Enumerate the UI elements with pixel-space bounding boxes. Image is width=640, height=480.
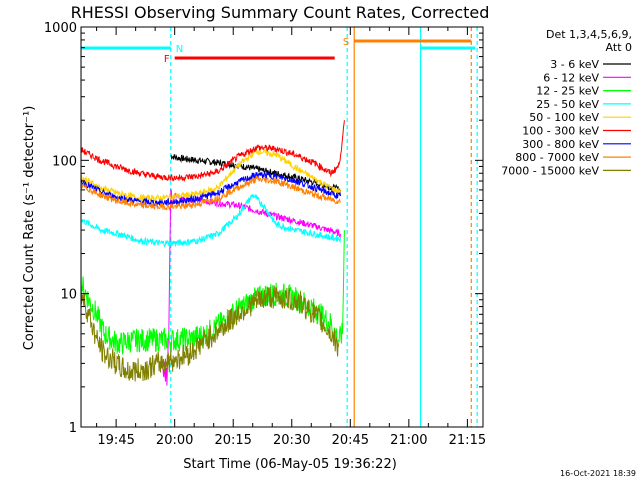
chart-title: RHESSI Observing Summary Count Rates, Co… xyxy=(71,3,490,22)
legend-header-line-2: Att 0 xyxy=(606,41,632,54)
legend-label-1: 6 - 12 keV xyxy=(543,71,599,84)
legend-header-line-1: Det 1,3,4,5,6,9, xyxy=(546,28,632,41)
x-axis-label: Start Time (06-May-05 19:36:22) xyxy=(183,457,397,472)
y-axis-label: Corrected Count Rate (s⁻¹ detector⁻¹) xyxy=(22,106,37,351)
y-tick-label: 1 xyxy=(69,421,77,436)
legend-label-0: 3 - 6 keV xyxy=(550,58,599,71)
legend-label-7: 800 - 7000 keV xyxy=(515,151,599,164)
series-line-6 xyxy=(81,171,341,208)
legend-label-2: 12 - 25 keV xyxy=(536,85,599,98)
y-tick-label: 100 xyxy=(52,154,77,169)
y-tick-label: 10 xyxy=(60,288,77,303)
legend-label-3: 25 - 50 keV xyxy=(536,98,599,111)
y-tick-label: 1000 xyxy=(44,21,77,36)
series-line-4 xyxy=(81,148,341,204)
x-tick-label: 21:00 xyxy=(390,433,427,448)
series-line-5 xyxy=(81,120,345,183)
x-tick-label: 21:15 xyxy=(449,433,486,448)
flag-label-N: N xyxy=(176,44,183,55)
x-tick-label: 20:30 xyxy=(273,433,310,448)
legend-label-6: 300 - 800 keV xyxy=(522,138,599,151)
series-line-3 xyxy=(81,194,341,248)
flag-label-F: F xyxy=(164,54,170,65)
legend-label-8: 7000 - 15000 keV xyxy=(501,164,599,177)
series-line-7 xyxy=(81,174,341,212)
series-line-8 xyxy=(81,285,340,382)
series-line-2 xyxy=(81,230,345,356)
x-tick-label: 20:45 xyxy=(332,433,369,448)
flag-label-S: S xyxy=(343,37,349,48)
plot-frame xyxy=(80,26,484,428)
legend-label-5: 100 - 300 keV xyxy=(522,125,599,138)
legend-label-4: 50 - 100 keV xyxy=(529,111,599,124)
footer-timestamp: 16-Oct-2021 18:39 xyxy=(560,469,636,478)
x-tick-label: 20:00 xyxy=(156,433,193,448)
x-tick-label: 19:45 xyxy=(97,433,134,448)
x-tick-label: 20:15 xyxy=(214,433,251,448)
